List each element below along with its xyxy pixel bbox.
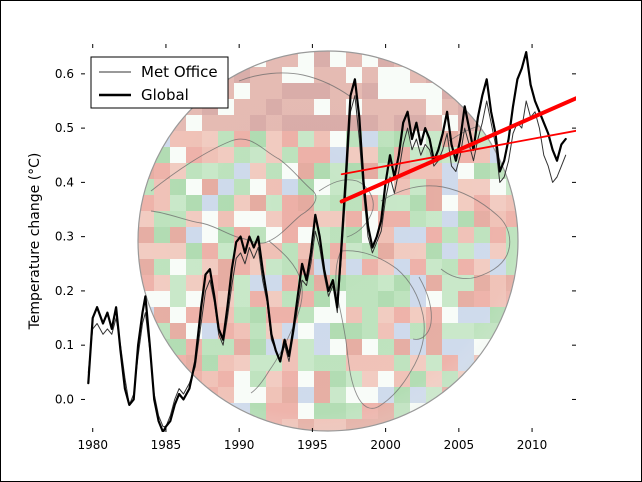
legend-label-met-office: Met Office [141,63,218,81]
legend-label-global: Global [141,86,189,104]
x-tick-label: 1980 [77,438,108,452]
anomaly-cell [506,163,518,179]
x-tick-label: 1995 [297,438,328,452]
y-tick-label: 0.3 [55,230,74,244]
y-axis-label: Temperature change (°C) [27,153,43,331]
globe-outline [137,50,519,432]
legend-box [90,56,229,109]
x-tick-label: 2005 [444,438,475,452]
anomaly-cell [250,419,266,431]
y-tick-label: 0.4 [55,175,74,189]
x-tick-label: 2010 [517,438,548,452]
series-layer [87,50,576,432]
y-axis-ticks: 0.0 0.1 0.2 0.3 0.4 0.5 0.6 [55,67,576,406]
y-tick-label: 0.1 [55,338,74,352]
x-tick-label: 1985 [151,438,182,452]
globe-map-background [137,50,519,432]
series-line-global [87,50,567,432]
y-tick-label: 0.0 [55,392,74,406]
y-tick-label: 0.6 [55,67,74,81]
trend-line-thin [340,129,576,176]
x-tick-label: 2000 [370,438,401,452]
x-tick-label: 1990 [224,438,255,452]
plot-axes: 1980 1985 1990 1995 2000 2005 2010 0.00.10.20.… [27,44,576,452]
legend: Met Office Global [90,56,229,109]
trend-line-thick [339,96,576,204]
y-tick-label: 0.5 [55,121,74,135]
x-axis-ticks: 1980 1985 1990 1995 2000 2005 2010 [77,44,547,452]
y-tick-label: 0.2 [55,284,74,298]
